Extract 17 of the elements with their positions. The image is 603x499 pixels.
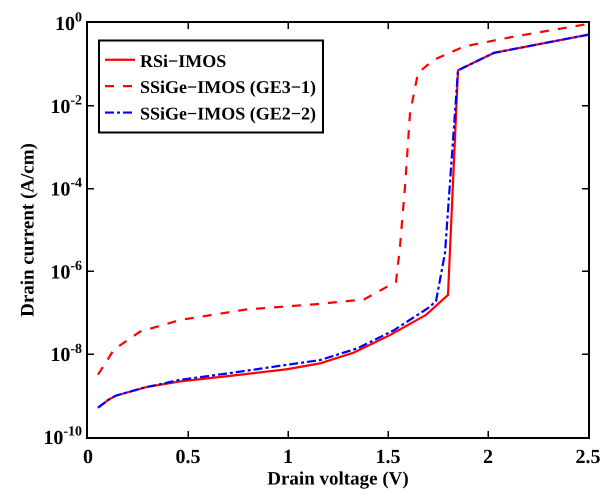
legend-label: SSiGe−IMOS (GE2−2) xyxy=(140,104,316,124)
x-tick-label: 0 xyxy=(83,446,93,468)
y-tick-label: 10$^{0}$ xyxy=(55,10,82,35)
x-tick-label: 2 xyxy=(483,446,493,468)
x-tick-label: 1.5 xyxy=(376,446,400,468)
legend-label: SSiGe−IMOS (GE3−1) xyxy=(140,77,316,98)
legend-label: RSi−IMOS xyxy=(140,50,226,71)
y-axis-title: Drain current (A/cm) xyxy=(18,143,39,317)
y-tick-label: 10$^{-6}$ xyxy=(50,259,82,284)
x-tick-label: 0.5 xyxy=(176,446,200,468)
y-tick-label: 10$^{-2}$ xyxy=(50,93,82,118)
x-tick-label: 1 xyxy=(283,446,293,468)
y-tick-label: 10$^{-8}$ xyxy=(50,342,82,366)
y-tick-label: 10$^{-4}$ xyxy=(50,176,82,201)
y-tick-label: 10$^{-10}$ xyxy=(43,424,82,449)
x-tick-label: 2.5 xyxy=(576,446,600,468)
x-axis-title: Drain voltage (V) xyxy=(267,468,409,490)
